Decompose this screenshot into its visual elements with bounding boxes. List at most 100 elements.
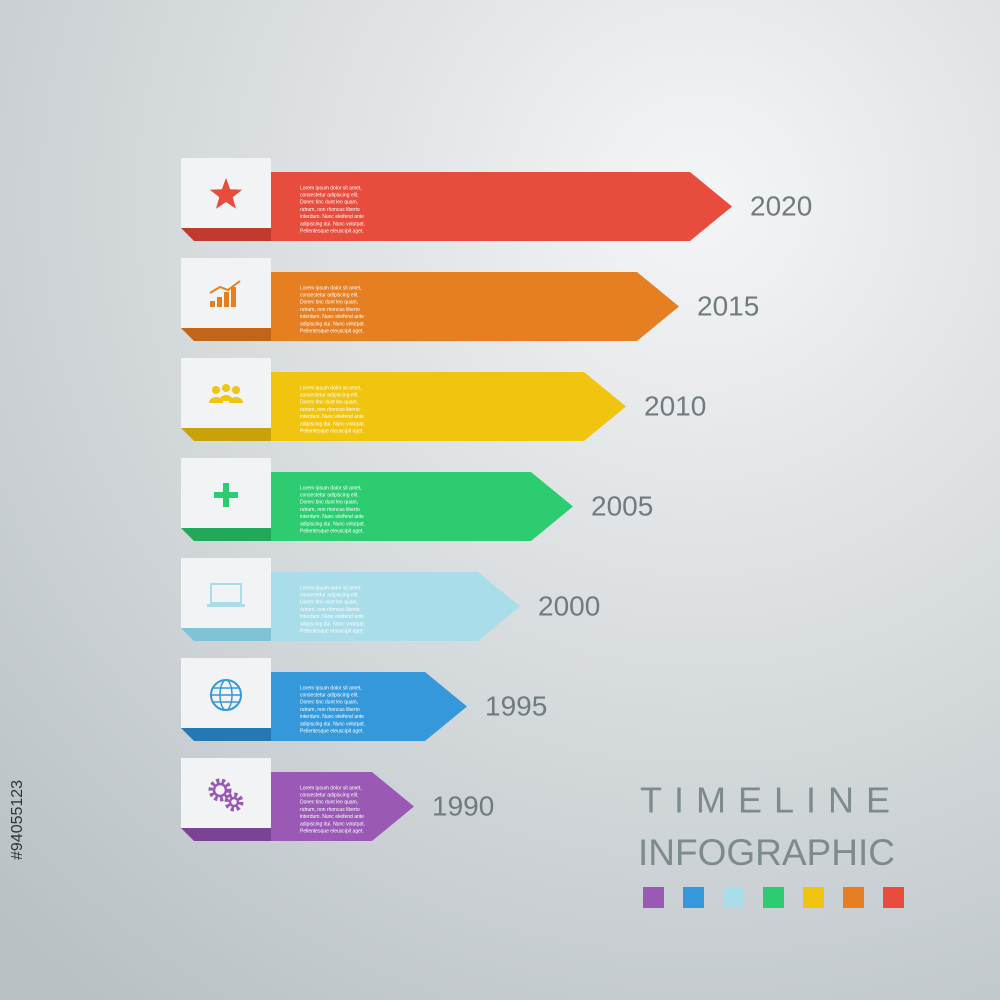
icon-head bbox=[222, 384, 230, 392]
body-text: rutrum, non rhoncus liberto bbox=[300, 807, 360, 813]
icon-gear bbox=[228, 796, 240, 808]
arrow-bar bbox=[271, 772, 414, 841]
body-text: Pellentesque eleuscipit aget. bbox=[300, 529, 364, 535]
body-text: interdum. Nunc eleifend ante bbox=[300, 614, 364, 620]
body-text: Donec tinc dunt leo quam, bbox=[300, 600, 358, 606]
body-text: interdum. Nunc eleifend ante bbox=[300, 514, 364, 520]
icon-box bbox=[181, 658, 271, 728]
icon-box bbox=[181, 358, 271, 428]
body-text: Lorem ipsum dolor sit amet, bbox=[300, 785, 362, 791]
body-text: interdum. Nunc eleifend ante bbox=[300, 714, 364, 720]
body-text: interdum. Nunc eleifend ante bbox=[300, 814, 364, 820]
body-text: adipiscing dui. Nunc volutpat. bbox=[300, 821, 365, 827]
swatch bbox=[643, 887, 664, 908]
icon-bar bbox=[231, 287, 236, 307]
body-text: interdum. Nunc eleifend ante bbox=[300, 314, 364, 320]
fold bbox=[181, 528, 271, 541]
body-text: interdum. Nunc eleifend ante bbox=[300, 214, 364, 220]
body-text: rutrum, non rhoncus liberto bbox=[300, 607, 360, 613]
swatch bbox=[763, 887, 784, 908]
fold bbox=[181, 328, 271, 341]
arrow-bar bbox=[271, 172, 732, 241]
title-line2: INFOGRAPHIC bbox=[638, 832, 895, 873]
swatch bbox=[683, 887, 704, 908]
year-label: 1990 bbox=[432, 790, 494, 821]
body-text: rutrum, non rhoncus liberto bbox=[300, 207, 360, 213]
icon-gear bbox=[224, 792, 244, 812]
timeline-item: Lorem ipsum dolor sit amet, consectetur a… bbox=[181, 258, 759, 341]
timeline-item: Lorem ipsum dolor sit amet, consectetur a… bbox=[181, 458, 653, 541]
body-text: Donec tinc dunt leo quam, bbox=[300, 500, 358, 506]
body-text: Lorem ipsum dolor sit amet, bbox=[300, 585, 362, 591]
icon-screen bbox=[210, 583, 242, 604]
arrow-bar bbox=[271, 472, 573, 541]
arrow-bar bbox=[271, 372, 626, 441]
timeline-item: Lorem ipsum dolor sit amet, consectetur a… bbox=[181, 358, 706, 441]
body-text: interdum. Nunc eleifend ante bbox=[300, 414, 364, 420]
icon-plus bbox=[214, 492, 238, 498]
body-text: consectetur adipiscing elit. bbox=[300, 393, 359, 399]
swatch bbox=[723, 887, 744, 908]
body-text: consectetur adipiscing elit. bbox=[300, 793, 359, 799]
body-text: rutrum, non rhoncus liberto bbox=[300, 407, 360, 413]
icon-body bbox=[229, 397, 243, 403]
arrow-bar bbox=[271, 572, 520, 641]
icon-gear bbox=[212, 782, 228, 798]
timeline-item: Lorem ipsum dolor sit amet, consectetur a… bbox=[181, 658, 547, 741]
body-text: Pellentesque eleuscipit aget. bbox=[300, 729, 364, 735]
body-text: Lorem ipsum dolor sit amet, bbox=[300, 485, 362, 491]
timeline-item: Lorem ipsum dolor sit amet, consectetur a… bbox=[181, 158, 812, 241]
body-text: Pellentesque eleuscipit aget. bbox=[300, 629, 364, 635]
stock-id: #94055123 bbox=[9, 780, 26, 860]
body-text: adipiscing dui. Nunc volutpat. bbox=[300, 421, 365, 427]
body-text: adipiscing dui. Nunc volutpat. bbox=[300, 621, 365, 627]
body-text: consectetur adipiscing elit. bbox=[300, 593, 359, 599]
body-text: consectetur adipiscing elit. bbox=[300, 493, 359, 499]
body-text: Lorem ipsum dolor sit amet, bbox=[300, 685, 362, 691]
body-text: Pellentesque eleuscipit aget. bbox=[300, 229, 364, 235]
fold bbox=[181, 828, 271, 841]
body-text: rutrum, non rhoncus liberto bbox=[300, 307, 360, 313]
body-text: Lorem ipsum dolor sit amet, bbox=[300, 385, 362, 391]
icon-head bbox=[212, 386, 220, 394]
year-label: 2020 bbox=[750, 190, 812, 221]
body-text: consectetur adipiscing elit. bbox=[300, 693, 359, 699]
fold bbox=[181, 428, 271, 441]
year-label: 2015 bbox=[697, 290, 759, 321]
title-line1: TIMELINE bbox=[640, 780, 902, 821]
fold bbox=[181, 628, 271, 641]
body-text: Pellentesque eleuscipit aget. bbox=[300, 829, 364, 835]
body-text: adipiscing dui. Nunc volutpat. bbox=[300, 721, 365, 727]
icon-head bbox=[232, 386, 240, 394]
icon-bar bbox=[210, 301, 215, 307]
body-text: Donec tinc dunt leo quam, bbox=[300, 200, 358, 206]
body-text: Donec tinc dunt leo quam, bbox=[300, 800, 358, 806]
body-text: rutrum, non rhoncus liberto bbox=[300, 707, 360, 713]
arrow-bar bbox=[271, 272, 679, 341]
body-text: Donec tinc dunt leo quam, bbox=[300, 400, 358, 406]
icon-trend bbox=[209, 280, 241, 294]
year-label: 2000 bbox=[538, 590, 600, 621]
body-text: adipiscing dui. Nunc volutpat. bbox=[300, 321, 365, 327]
body-text: Lorem ipsum dolor sit amet, bbox=[300, 185, 362, 191]
swatch bbox=[843, 887, 864, 908]
year-label: 2005 bbox=[591, 490, 653, 521]
icon-bar bbox=[217, 297, 222, 307]
swatch bbox=[883, 887, 904, 908]
body-text: consectetur adipiscing elit. bbox=[300, 193, 359, 199]
body-text: Pellentesque eleuscipit aget. bbox=[300, 429, 364, 435]
body-text: Lorem ipsum dolor sit amet, bbox=[300, 285, 362, 291]
icon-star bbox=[209, 178, 243, 209]
body-text: rutrum, non rhoncus liberto bbox=[300, 507, 360, 513]
body-text: Donec tinc dunt leo quam, bbox=[300, 300, 358, 306]
body-text: adipiscing dui. Nunc volutpat. bbox=[300, 521, 365, 527]
arrow-bar bbox=[271, 672, 467, 741]
timeline-item: Lorem ipsum dolor sit amet, consectetur a… bbox=[181, 758, 494, 841]
body-text: Donec tinc dunt leo quam, bbox=[300, 700, 358, 706]
fold bbox=[181, 728, 271, 741]
swatch bbox=[803, 887, 824, 908]
fold bbox=[181, 228, 271, 241]
timeline-item: Lorem ipsum dolor sit amet, consectetur a… bbox=[181, 558, 600, 641]
year-label: 1995 bbox=[485, 690, 547, 721]
